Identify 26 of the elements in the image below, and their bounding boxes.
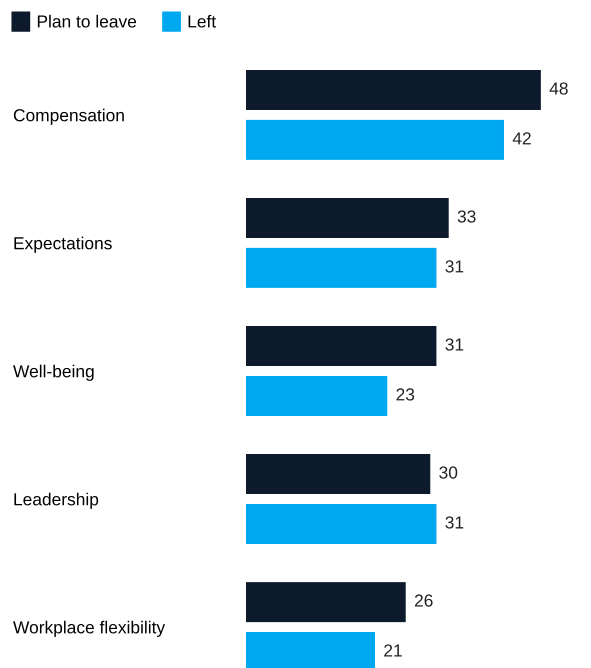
bar (246, 70, 541, 110)
bar (246, 326, 436, 366)
data-label: 26 (414, 594, 433, 607)
legend-label: Plan to leave (38, 14, 136, 28)
data-label: 31 (445, 260, 464, 273)
bar (246, 120, 504, 160)
data-label: 21 (384, 644, 402, 656)
bar (246, 376, 388, 416)
bar (246, 198, 449, 238)
data-label: 31 (445, 338, 464, 351)
bar (246, 454, 430, 494)
legend-label: Left (188, 14, 216, 28)
bar (246, 248, 436, 288)
data-label: 48 (550, 82, 568, 95)
y-tick-label: Workplace flexibility (13, 620, 166, 637)
data-label: 33 (458, 210, 476, 223)
bar (246, 504, 436, 544)
y-tick-label: Expectations (14, 236, 112, 253)
y-tick-label: Compensation (14, 108, 124, 125)
data-label: 42 (512, 132, 531, 144)
data-label: 30 (439, 466, 458, 479)
data-label: 23 (396, 388, 414, 401)
y-tick-label: Leadership (14, 492, 98, 509)
data-label: 31 (445, 516, 464, 529)
bar (246, 582, 406, 622)
y-tick-label: Well-being (13, 364, 94, 381)
